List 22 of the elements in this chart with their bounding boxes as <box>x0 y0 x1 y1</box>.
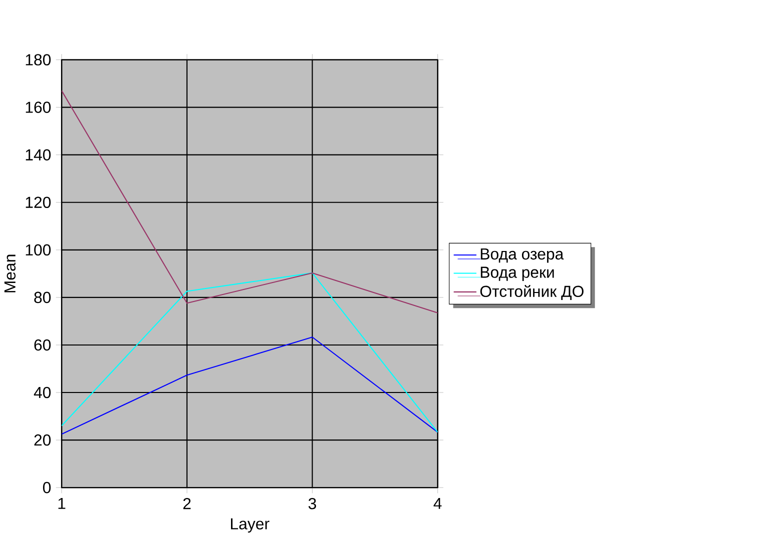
line-series <box>62 272 438 433</box>
y-axis-title: Mean <box>4 254 16 292</box>
x-tick-label: 4 <box>434 498 442 509</box>
y-tick-label: 100 <box>26 244 51 256</box>
line-series <box>62 336 438 435</box>
line-series <box>62 90 438 314</box>
y-tick-label: 180 <box>26 54 51 66</box>
y-tick-label: 0 <box>43 482 51 494</box>
y-tick-label: 60 <box>34 339 51 351</box>
y-tick-label: 140 <box>26 149 51 161</box>
legend-label: Вода реки <box>480 266 554 282</box>
legend-label: Отстойник ДО <box>480 285 584 300</box>
y-tick-label: 120 <box>26 196 51 208</box>
x-tick-label: 2 <box>183 498 191 510</box>
x-axis-title: Layer <box>231 518 270 533</box>
y-tick-label: 20 <box>34 434 51 446</box>
x-tick-label: 1 <box>58 498 66 509</box>
x-tick-label: 3 <box>308 498 316 510</box>
y-tick-label: 160 <box>26 102 51 114</box>
legend-label: Вода озера <box>480 248 564 263</box>
y-tick-label: 40 <box>34 386 51 398</box>
y-tick-label: 80 <box>34 292 51 304</box>
